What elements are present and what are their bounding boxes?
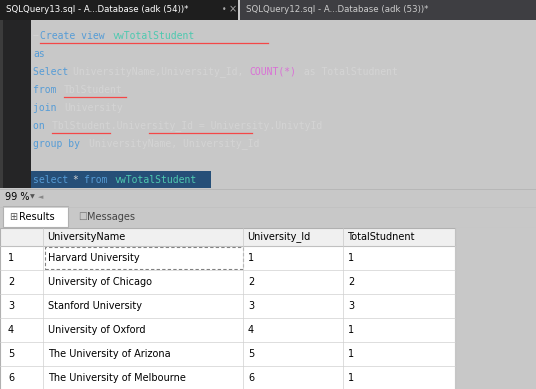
Text: ×: × bbox=[229, 5, 237, 15]
Text: 2: 2 bbox=[348, 277, 354, 287]
Text: 6: 6 bbox=[248, 373, 254, 383]
Text: select: select bbox=[33, 175, 74, 185]
Text: 1: 1 bbox=[8, 253, 14, 263]
Text: ☐: ☐ bbox=[78, 212, 87, 222]
Text: as: as bbox=[33, 49, 44, 59]
Text: from: from bbox=[84, 175, 114, 185]
Text: 3: 3 bbox=[8, 301, 14, 311]
Text: *: * bbox=[73, 175, 85, 185]
Text: University of Chicago: University of Chicago bbox=[48, 277, 152, 287]
Text: TblStudent.University_Id = University.UnivtyId: TblStudent.University_Id = University.Un… bbox=[52, 121, 322, 131]
Text: TotalStudnent: TotalStudnent bbox=[347, 232, 414, 242]
Text: 1: 1 bbox=[348, 253, 354, 263]
Text: from: from bbox=[33, 85, 62, 95]
Text: TblStudent: TblStudent bbox=[64, 85, 123, 95]
Text: Harvard University: Harvard University bbox=[48, 253, 139, 263]
Text: Messages: Messages bbox=[87, 212, 135, 222]
Text: 2: 2 bbox=[8, 277, 14, 287]
Bar bbox=[0, 270, 455, 294]
Text: Select: Select bbox=[33, 67, 74, 77]
Bar bbox=[0, 228, 455, 389]
Text: 99 %: 99 % bbox=[5, 192, 29, 202]
Text: 5: 5 bbox=[8, 349, 14, 359]
Bar bbox=[0, 20, 3, 188]
Text: 4: 4 bbox=[248, 325, 254, 335]
Bar bbox=[0, 246, 455, 270]
Text: ▼: ▼ bbox=[30, 194, 35, 200]
Bar bbox=[31, 171, 211, 189]
Text: 3: 3 bbox=[248, 301, 254, 311]
Text: 3: 3 bbox=[348, 301, 354, 311]
Text: UniversityName, University_Id: UniversityName, University_Id bbox=[89, 138, 259, 149]
Text: SQLQuery12.sql - A...Database (adk (53))*: SQLQuery12.sql - A...Database (adk (53))… bbox=[246, 5, 428, 14]
Text: 1: 1 bbox=[348, 325, 354, 335]
Bar bbox=[0, 228, 455, 246]
Text: 4: 4 bbox=[8, 325, 14, 335]
Text: Create view: Create view bbox=[40, 31, 110, 41]
Text: vwTotalStudent: vwTotalStudent bbox=[113, 31, 195, 41]
Bar bbox=[0, 294, 455, 318]
Text: 1: 1 bbox=[348, 373, 354, 383]
Text: Stanford University: Stanford University bbox=[48, 301, 142, 311]
Text: The University of Arizona: The University of Arizona bbox=[48, 349, 170, 359]
Text: University_Id: University_Id bbox=[247, 231, 310, 242]
Text: •: • bbox=[222, 5, 227, 14]
Text: 2: 2 bbox=[248, 277, 254, 287]
Text: ⊞: ⊞ bbox=[9, 212, 17, 222]
Bar bbox=[3, 206, 68, 227]
Bar bbox=[0, 342, 455, 366]
Text: UniversityName: UniversityName bbox=[47, 232, 125, 242]
Text: on: on bbox=[33, 121, 50, 131]
Text: ◄: ◄ bbox=[38, 194, 43, 200]
Bar bbox=[240, 0, 536, 20]
Text: vwTotalStudent: vwTotalStudent bbox=[115, 175, 197, 185]
Bar bbox=[45, 247, 243, 269]
Bar bbox=[0, 318, 455, 342]
Text: 1: 1 bbox=[348, 349, 354, 359]
Text: UniversityName,University_Id,: UniversityName,University_Id, bbox=[73, 67, 249, 77]
Text: join: join bbox=[33, 103, 62, 113]
Bar bbox=[0, 20, 3, 188]
Text: −: − bbox=[33, 31, 39, 41]
Text: SQLQuery13.sql - A...Database (adk (54))*: SQLQuery13.sql - A...Database (adk (54))… bbox=[6, 5, 188, 14]
Bar bbox=[3, 20, 31, 188]
Text: Results: Results bbox=[19, 212, 55, 222]
Text: COUNT(*): COUNT(*) bbox=[249, 67, 296, 77]
Text: 5: 5 bbox=[248, 349, 254, 359]
Text: 1: 1 bbox=[248, 253, 254, 263]
Text: as TotalStudnent: as TotalStudnent bbox=[298, 67, 398, 77]
Bar bbox=[0, 366, 455, 389]
Text: 6: 6 bbox=[8, 373, 14, 383]
Text: group by: group by bbox=[33, 139, 86, 149]
Bar bbox=[0, 0, 238, 20]
Text: The University of Melbourne: The University of Melbourne bbox=[48, 373, 186, 383]
Text: University: University bbox=[64, 103, 123, 113]
Text: University of Oxford: University of Oxford bbox=[48, 325, 145, 335]
